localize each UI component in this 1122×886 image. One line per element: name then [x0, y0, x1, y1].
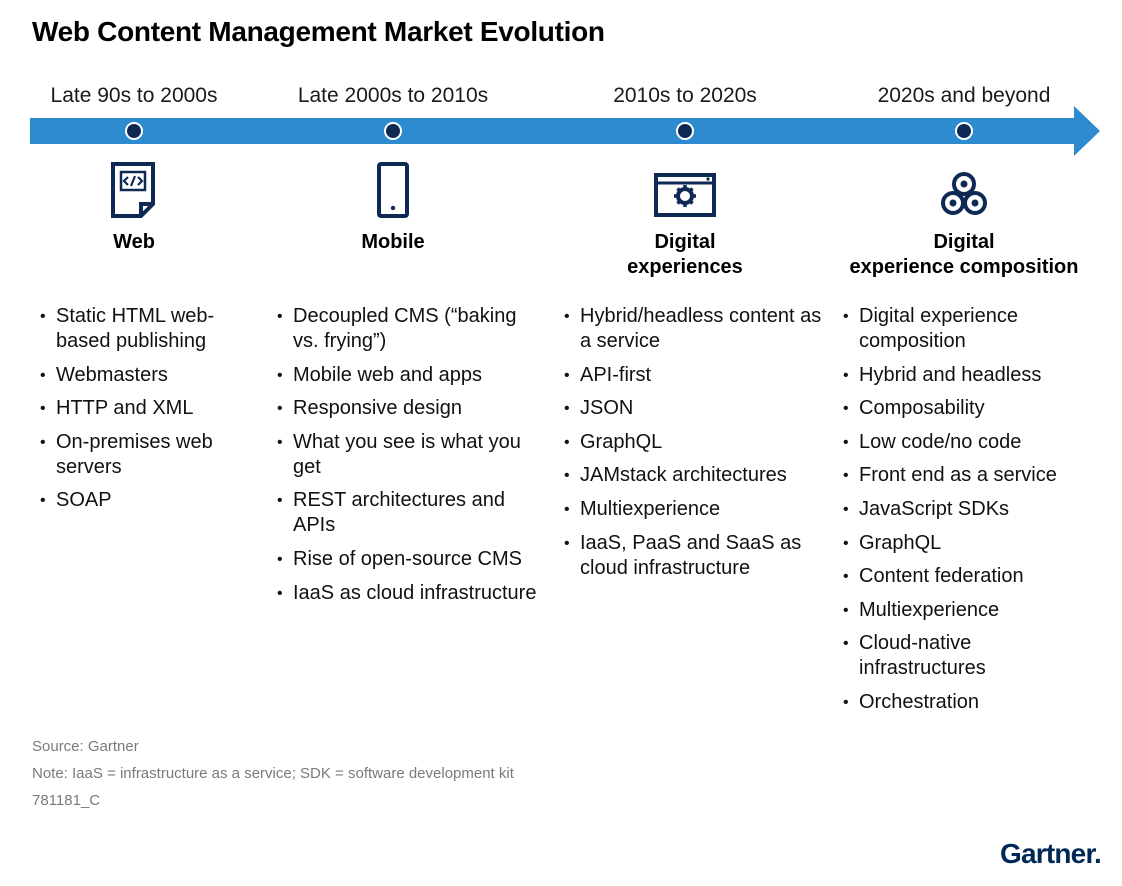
timeline-arrow-shape — [30, 106, 1100, 156]
era-period-label: 2010s to 2020s — [613, 84, 757, 107]
era-feature-list: Static HTML web-based publishing Webmast… — [40, 304, 260, 522]
stage-heading-line: Digital — [654, 231, 716, 253]
stage-heading: Digital experience composition — [824, 230, 1104, 280]
list-item: Multiexperience — [564, 497, 824, 522]
list-item: Composability — [843, 396, 1103, 421]
list-item: IaaS, PaaS and SaaS as cloud infrastruct… — [564, 531, 824, 581]
list-item: Mobile web and apps — [277, 363, 547, 388]
page-title: Web Content Management Market Evolution — [32, 16, 605, 47]
era-period-label: Late 90s to 2000s — [50, 84, 218, 107]
list-item: JavaScript SDKs — [843, 497, 1103, 522]
era-feature-list: Hybrid/headless content as a service API… — [564, 304, 824, 589]
list-item: SOAP — [40, 488, 260, 513]
list-item: REST architectures and APIs — [277, 488, 547, 538]
timeline-arrow — [30, 106, 1100, 156]
list-item: Low code/no code — [843, 430, 1103, 455]
list-item: Decoupled CMS (“baking vs. frying”) — [277, 304, 547, 354]
list-item: Content federation — [843, 564, 1103, 589]
stage-heading-line: experiences — [627, 256, 743, 278]
list-item: JAMstack architectures — [564, 463, 824, 488]
source-note: Source: Gartner — [32, 738, 139, 755]
list-item: API-first — [564, 363, 824, 388]
list-item: Front end as a service — [843, 463, 1103, 488]
gartner-logo: Gartner. — [1000, 838, 1102, 869]
timeline-marker — [676, 122, 694, 140]
list-item: Webmasters — [40, 363, 260, 388]
list-item: Digital experience composition — [843, 304, 1103, 354]
list-item: GraphQL — [564, 430, 824, 455]
list-item: Orchestration — [843, 690, 1103, 715]
mobile-phone-icon — [377, 162, 409, 218]
browser-gear-icon — [654, 173, 716, 217]
stage-heading-line: Digital — [933, 231, 995, 253]
era-feature-list: Decoupled CMS (“baking vs. frying”) Mobi… — [277, 304, 547, 614]
timeline-marker — [384, 122, 402, 140]
list-item: What you see is what you get — [277, 430, 547, 480]
composition-rings-icon — [941, 172, 987, 215]
list-item: IaaS as cloud infrastructure — [277, 581, 547, 606]
stage-heading-line: Web — [113, 231, 155, 253]
list-item: Multiexperience — [843, 598, 1103, 623]
figure-id: 781181_C — [32, 792, 101, 809]
list-item: Responsive design — [277, 396, 547, 421]
list-item: Hybrid and headless — [843, 363, 1103, 388]
list-item: HTTP and XML — [40, 396, 260, 421]
stage-heading: Digital experiences — [545, 230, 825, 280]
timeline-marker — [955, 122, 973, 140]
timeline-marker — [125, 122, 143, 140]
logo-text: Gartner — [1000, 838, 1095, 869]
list-item: Static HTML web-based publishing — [40, 304, 260, 354]
list-item: JSON — [564, 396, 824, 421]
list-item: GraphQL — [843, 531, 1103, 556]
stage-heading-line: Mobile — [361, 231, 425, 253]
web-page-code-icon — [111, 162, 155, 218]
list-item: Rise of open-source CMS — [277, 547, 547, 572]
list-item: On-premises web servers — [40, 430, 260, 480]
stage-heading-line: experience composition — [849, 256, 1079, 278]
stage-heading: Mobile — [253, 230, 533, 255]
era-period-label: 2020s and beyond — [877, 84, 1051, 107]
list-item: Cloud-native infrastructures — [843, 631, 1103, 681]
list-item: Hybrid/headless content as a service — [564, 304, 824, 354]
stage-heading: Web — [0, 230, 274, 255]
abbreviation-note: Note: IaaS = infrastructure as a service… — [32, 765, 514, 782]
era-period-label: Late 2000s to 2010s — [297, 84, 489, 107]
era-feature-list: Digital experience composition Hybrid an… — [843, 304, 1103, 724]
